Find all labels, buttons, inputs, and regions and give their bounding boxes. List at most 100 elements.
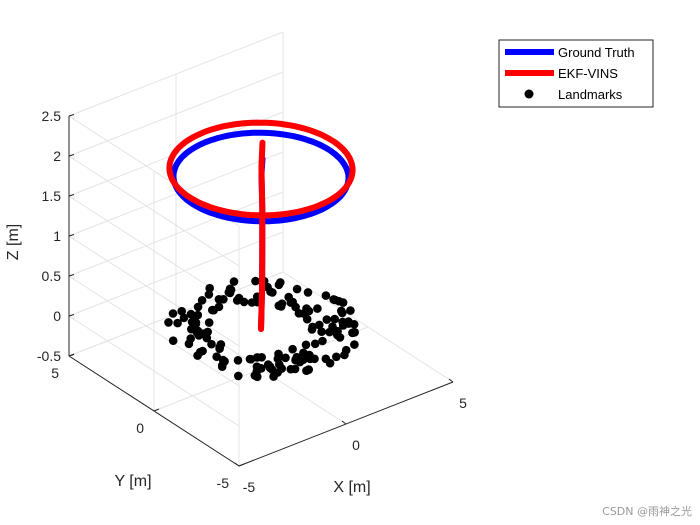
landmark-point [168, 336, 178, 346]
landmark-point [313, 304, 322, 313]
landmark-point [215, 342, 224, 352]
x-tick-label: 0 [352, 437, 360, 453]
landmark-point [186, 334, 195, 343]
landmark-point [267, 365, 277, 374]
landmark-point [274, 301, 284, 311]
landmark-point [204, 318, 214, 327]
landmark-point [310, 339, 320, 349]
landmark-point [218, 355, 228, 365]
landmark-point [322, 315, 332, 324]
landmark-point [229, 277, 239, 286]
landmark-point [224, 288, 234, 297]
z-tick-label: 0.5 [42, 268, 62, 284]
landmark-point [257, 353, 267, 362]
legend-landmarks-label: Landmarks [558, 87, 623, 102]
landmark-point [203, 327, 212, 337]
landmark-point [288, 344, 297, 354]
landmark-point [173, 318, 182, 328]
z-tick-mark [68, 194, 75, 197]
x-tick-mark [448, 378, 454, 383]
landmark-point [310, 354, 319, 364]
landmark-point [321, 354, 331, 364]
landmark-point [164, 318, 173, 327]
landmark-point [273, 354, 283, 364]
landmark-point [281, 353, 290, 363]
landmark-point [344, 319, 354, 328]
z-tick-label: 1.5 [42, 188, 62, 204]
landmark-point [232, 296, 242, 305]
landmark-point [193, 302, 203, 312]
landmark-point [212, 352, 221, 362]
watermark: CSDN @雨神之光 [602, 505, 692, 518]
landmark-point [350, 340, 359, 349]
landmark-point [247, 298, 257, 307]
x-tick-label: 5 [459, 395, 467, 411]
landmark-point [304, 365, 313, 375]
landmark-point [214, 295, 224, 304]
x-tick-mark [234, 462, 240, 467]
y-axis-label: Y [m] [114, 473, 151, 490]
tick-labels: -0.5 0 0.5 1 1.5 2 2.5 -5 0 5 -5 0 5 [37, 108, 467, 495]
landmark-point [301, 340, 311, 350]
landmark-point [348, 328, 357, 338]
z-tick-label: 2 [53, 148, 61, 164]
landmark-point [338, 298, 348, 307]
landmark-point [325, 327, 334, 337]
y-tick-mark [68, 353, 75, 357]
x-axis-label: X [m] [333, 479, 370, 496]
landmark-point [179, 313, 189, 323]
landmark-point [294, 309, 304, 318]
z-tick-mark [68, 234, 75, 237]
landmark-point [300, 350, 310, 360]
legend-ekf-vins-label: EKF-VINS [558, 66, 618, 81]
landmark-point [332, 330, 342, 340]
landmark-point [190, 314, 199, 323]
legend-landmarks-marker [524, 89, 534, 99]
landmark-point [234, 371, 243, 381]
x-tick-mark [341, 420, 347, 425]
z-tick-mark [68, 114, 75, 117]
landmark-point [168, 309, 178, 318]
landmark-point [315, 320, 324, 330]
landmark-point [318, 336, 327, 346]
landmark-point [338, 308, 347, 318]
y-tick-label: 0 [136, 420, 144, 436]
landmark-point [286, 298, 296, 307]
landmark-point [291, 355, 300, 365]
landmark-point [252, 367, 262, 376]
landmark-point [205, 283, 214, 293]
landmark-point [197, 296, 207, 305]
legend: Ground Truth EKF-VINS Landmarks [498, 39, 654, 108]
landmark-point [204, 290, 214, 299]
landmark-point [340, 350, 349, 360]
landmark-point [177, 306, 186, 316]
landmark-point [307, 325, 317, 334]
y-tick-label: 5 [51, 365, 59, 381]
landmarks-layer [164, 276, 360, 382]
landmark-point [276, 278, 285, 287]
landmark-point [290, 364, 300, 374]
landmark-point [292, 284, 302, 294]
landmark-point [208, 305, 217, 315]
landmark-point [198, 346, 207, 356]
z-tick-label: 2.5 [42, 108, 62, 124]
landmark-point [214, 302, 224, 312]
z-axis-label: Z [m] [5, 224, 22, 260]
y-tick-mark [238, 463, 245, 467]
z-tick-label: 0 [53, 308, 61, 324]
z-tick-label: -0.5 [37, 348, 61, 364]
landmark-point [246, 354, 256, 364]
landmark-point [217, 362, 227, 372]
landmark-point [317, 327, 326, 337]
landmark-point [332, 352, 341, 362]
landmark-point [346, 306, 355, 315]
legend-ground-truth-label: Ground Truth [558, 45, 635, 60]
ekf-vins-trajectory-climb [258, 139, 266, 332]
x-tick-label: -5 [243, 479, 256, 495]
y-tick-label: -5 [217, 475, 230, 491]
z-tick-label: 1 [53, 228, 61, 244]
landmark-point [233, 356, 243, 365]
z-tick-mark [68, 154, 75, 157]
y-tick-mark [153, 408, 160, 412]
